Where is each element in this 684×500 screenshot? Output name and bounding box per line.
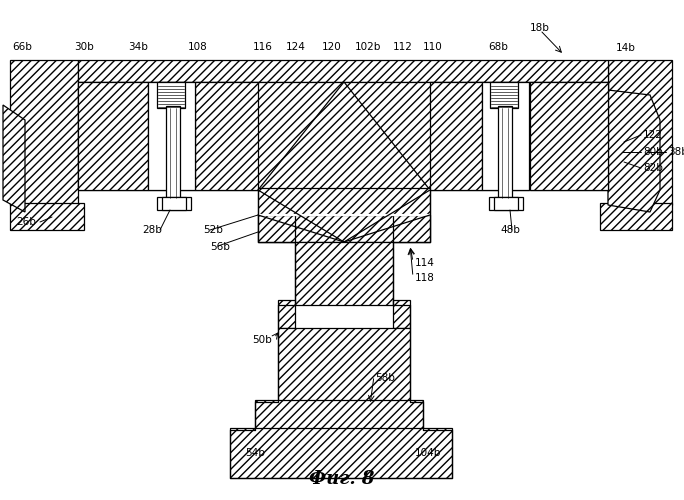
- Text: 56b: 56b: [210, 242, 230, 252]
- Polygon shape: [393, 215, 430, 242]
- Text: 68b: 68b: [488, 42, 508, 52]
- Text: 58b: 58b: [375, 373, 395, 383]
- Polygon shape: [278, 300, 295, 328]
- Polygon shape: [530, 82, 608, 190]
- Text: 124: 124: [286, 42, 306, 52]
- Bar: [157, 82, 185, 108]
- Polygon shape: [78, 82, 148, 190]
- Text: 80b: 80b: [643, 147, 663, 157]
- Polygon shape: [195, 82, 258, 190]
- Bar: [494, 197, 518, 210]
- Polygon shape: [10, 203, 84, 230]
- Text: 116: 116: [253, 42, 273, 52]
- Polygon shape: [10, 60, 78, 205]
- Polygon shape: [78, 60, 608, 82]
- Polygon shape: [258, 82, 430, 190]
- Text: 48b: 48b: [500, 225, 520, 235]
- Polygon shape: [3, 105, 25, 212]
- Bar: [258, 214, 430, 215]
- Bar: [489, 197, 523, 210]
- Text: 122: 122: [643, 130, 663, 140]
- Text: 104b: 104b: [415, 448, 441, 458]
- Text: 110: 110: [423, 42, 443, 52]
- Polygon shape: [78, 82, 608, 190]
- Text: 14b: 14b: [616, 43, 636, 53]
- Text: 30b: 30b: [74, 42, 94, 52]
- Polygon shape: [600, 203, 672, 230]
- Text: 108: 108: [188, 42, 208, 52]
- Polygon shape: [393, 300, 410, 328]
- Text: 118: 118: [415, 273, 435, 283]
- Polygon shape: [430, 82, 482, 190]
- Text: 82b: 82b: [643, 163, 663, 173]
- Text: 66b: 66b: [12, 42, 32, 52]
- Polygon shape: [295, 242, 393, 305]
- Text: 50b: 50b: [252, 335, 272, 345]
- Text: 120: 120: [322, 42, 342, 52]
- Polygon shape: [255, 400, 423, 430]
- Bar: [148, 82, 195, 190]
- Bar: [162, 197, 186, 210]
- Polygon shape: [258, 188, 430, 215]
- Bar: [166, 106, 180, 198]
- Polygon shape: [608, 60, 672, 205]
- Polygon shape: [608, 90, 660, 212]
- Bar: [482, 82, 529, 190]
- Bar: [498, 106, 512, 198]
- Text: 52b: 52b: [203, 225, 223, 235]
- Polygon shape: [230, 428, 452, 478]
- Text: 34b: 34b: [128, 42, 148, 52]
- Text: 54b: 54b: [245, 448, 265, 458]
- Text: Фиг. 8: Фиг. 8: [309, 470, 375, 488]
- Bar: [490, 82, 518, 108]
- Polygon shape: [278, 328, 410, 402]
- Polygon shape: [258, 215, 295, 242]
- Text: 18b: 18b: [530, 23, 550, 33]
- Bar: [157, 197, 191, 210]
- Text: 26b: 26b: [16, 217, 36, 227]
- Text: 114: 114: [415, 258, 435, 268]
- Text: 112: 112: [393, 42, 413, 52]
- Text: 38b: 38b: [668, 147, 684, 157]
- Text: 28b: 28b: [142, 225, 162, 235]
- Text: 102b: 102b: [355, 42, 381, 52]
- Polygon shape: [258, 215, 430, 242]
